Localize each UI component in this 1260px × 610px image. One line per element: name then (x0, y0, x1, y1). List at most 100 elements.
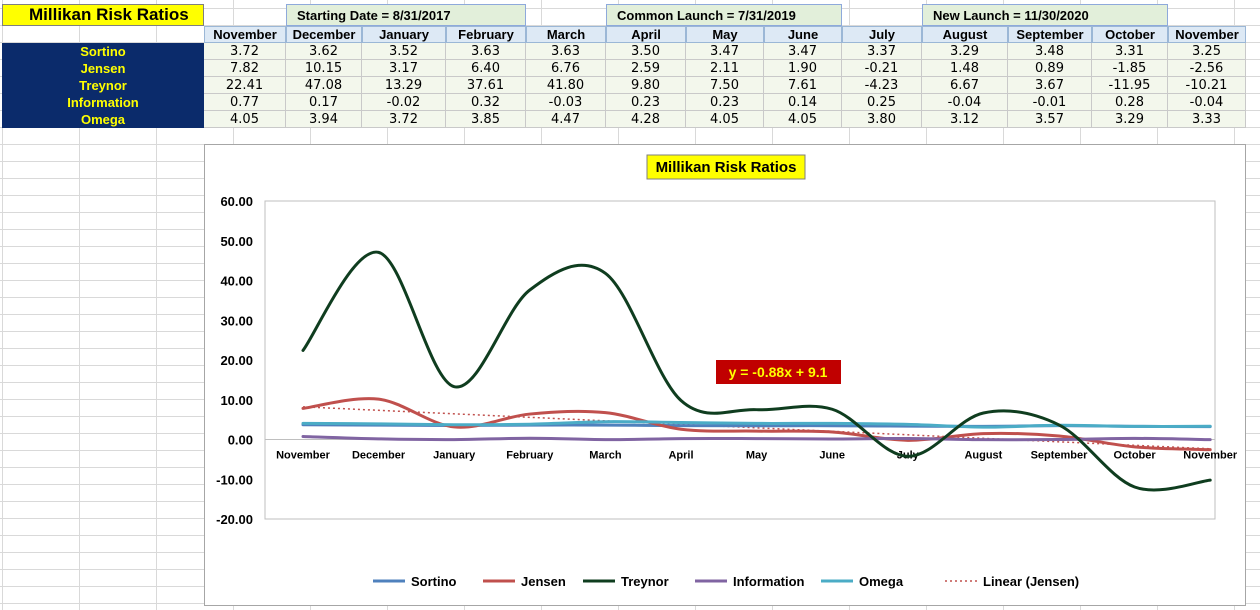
table-cell[interactable]: 4.05 (764, 111, 842, 128)
table-cell[interactable]: 0.32 (446, 94, 526, 111)
table-cell[interactable]: 3.29 (922, 43, 1008, 60)
table-cell[interactable]: 3.94 (286, 111, 362, 128)
table-cell[interactable]: 0.28 (1092, 94, 1168, 111)
table-cell[interactable]: 0.17 (286, 94, 362, 111)
table-cell[interactable]: -0.04 (922, 94, 1008, 111)
table-cell[interactable]: 0.23 (606, 94, 686, 111)
month-header[interactable]: April (606, 26, 686, 43)
table-cell[interactable]: 22.41 (204, 77, 286, 94)
table-cell[interactable]: 37.61 (446, 77, 526, 94)
table-cell[interactable]: 3.85 (446, 111, 526, 128)
starting-date-label: Starting Date = 8/31/2017 (297, 7, 451, 23)
y-tick-label: 20.00 (220, 353, 253, 368)
table-cell[interactable]: 7.61 (764, 77, 842, 94)
table-cell[interactable]: 3.17 (362, 60, 446, 77)
table-cell[interactable]: 3.62 (286, 43, 362, 60)
y-tick-label: 30.00 (220, 313, 253, 328)
row-label-information[interactable]: Information (2, 94, 204, 111)
month-header[interactable]: May (686, 26, 764, 43)
table-cell[interactable]: 0.25 (842, 94, 922, 111)
table-cell[interactable]: 3.63 (446, 43, 526, 60)
row-label-jensen[interactable]: Jensen (2, 60, 204, 77)
row-label-sortino[interactable]: Sortino (2, 43, 204, 60)
month-header[interactable]: November (204, 26, 286, 43)
table-cell[interactable]: 7.82 (204, 60, 286, 77)
table-cell[interactable]: 0.89 (1008, 60, 1092, 77)
table-cell[interactable]: 3.12 (922, 111, 1008, 128)
series-line-jensen (301, 397, 1212, 452)
table-cell[interactable]: 2.11 (686, 60, 764, 77)
table-cell[interactable]: -0.02 (362, 94, 446, 111)
table-cell[interactable]: -0.03 (526, 94, 606, 111)
row-label-omega[interactable]: Omega (2, 111, 204, 128)
table-cell[interactable]: -10.21 (1168, 77, 1246, 94)
table-cell[interactable]: 3.80 (842, 111, 922, 128)
table-cell[interactable]: 0.77 (204, 94, 286, 111)
series-line-treynor (301, 250, 1212, 492)
month-header[interactable]: August (922, 26, 1008, 43)
chart-container[interactable]: Millikan Risk Ratios 60.00 50.00 40.00 30.00… (204, 144, 1246, 606)
table-cell[interactable]: 2.59 (606, 60, 686, 77)
month-header[interactable]: October (1092, 26, 1168, 43)
table-cell[interactable]: -2.56 (1168, 60, 1246, 77)
table-cell[interactable]: 4.47 (526, 111, 606, 128)
table-cell[interactable]: 3.33 (1168, 111, 1246, 128)
row-label-treynor[interactable]: Treynor (2, 77, 204, 94)
table-cell[interactable]: 6.40 (446, 60, 526, 77)
month-header[interactable]: February (446, 26, 526, 43)
table-cell[interactable]: 3.57 (1008, 111, 1092, 128)
table-cell[interactable]: 13.29 (362, 77, 446, 94)
table-cell[interactable]: 3.47 (764, 43, 842, 60)
month-header[interactable]: July (842, 26, 922, 43)
new-launch-cell[interactable]: New Launch = 11/30/2020 (922, 4, 1168, 26)
month-header[interactable]: September (1008, 26, 1092, 43)
table-cell[interactable]: 6.67 (922, 77, 1008, 94)
series-line-information (301, 434, 1212, 442)
table-cell[interactable]: 4.05 (686, 111, 764, 128)
table-cell[interactable]: -0.04 (1168, 94, 1246, 111)
new-launch-label: New Launch = 11/30/2020 (933, 7, 1089, 23)
table-cell[interactable]: 3.48 (1008, 43, 1092, 60)
x-tick-label: January (433, 450, 476, 462)
y-tick-label: 40.00 (220, 274, 253, 289)
table-cell[interactable]: 3.63 (526, 43, 606, 60)
month-header[interactable]: March (526, 26, 606, 43)
month-header[interactable]: December (286, 26, 362, 43)
legend-label-jensen: Jensen (521, 574, 566, 589)
table-cell[interactable]: 3.72 (362, 111, 446, 128)
table-cell[interactable]: 10.15 (286, 60, 362, 77)
table-cell[interactable]: 3.47 (686, 43, 764, 60)
table-cell[interactable]: 3.50 (606, 43, 686, 60)
table-cell[interactable]: -1.85 (1092, 60, 1168, 77)
x-tick-label: June (819, 450, 845, 462)
table-cell[interactable]: 0.23 (686, 94, 764, 111)
table-cell[interactable]: -4.23 (842, 77, 922, 94)
table-cell[interactable]: 3.37 (842, 43, 922, 60)
table-cell[interactable]: 3.72 (204, 43, 286, 60)
x-tick-label: April (668, 450, 693, 462)
table-cell[interactable]: 47.08 (286, 77, 362, 94)
table-cell[interactable]: 3.67 (1008, 77, 1092, 94)
table-cell[interactable]: 6.76 (526, 60, 606, 77)
table-cell[interactable]: -0.01 (1008, 94, 1092, 111)
sheet-title-cell[interactable]: Millikan Risk Ratios (2, 4, 204, 26)
table-cell[interactable]: 3.31 (1092, 43, 1168, 60)
table-cell[interactable]: 3.25 (1168, 43, 1246, 60)
table-cell[interactable]: -11.95 (1092, 77, 1168, 94)
table-cell[interactable]: 3.29 (1092, 111, 1168, 128)
table-cell[interactable]: 9.80 (606, 77, 686, 94)
month-header[interactable]: November (1168, 26, 1246, 43)
table-cell[interactable]: 1.48 (922, 60, 1008, 77)
table-cell[interactable]: 7.50 (686, 77, 764, 94)
table-cell[interactable]: 3.52 (362, 43, 446, 60)
table-cell[interactable]: 4.05 (204, 111, 286, 128)
month-header[interactable]: January (362, 26, 446, 43)
table-cell[interactable]: 41.80 (526, 77, 606, 94)
starting-date-cell[interactable]: Starting Date = 8/31/2017 (286, 4, 526, 26)
table-cell[interactable]: 1.90 (764, 60, 842, 77)
common-launch-cell[interactable]: Common Launch = 7/31/2019 (606, 4, 842, 26)
table-cell[interactable]: 4.28 (606, 111, 686, 128)
table-cell[interactable]: -0.21 (842, 60, 922, 77)
month-header[interactable]: June (764, 26, 842, 43)
table-cell[interactable]: 0.14 (764, 94, 842, 111)
